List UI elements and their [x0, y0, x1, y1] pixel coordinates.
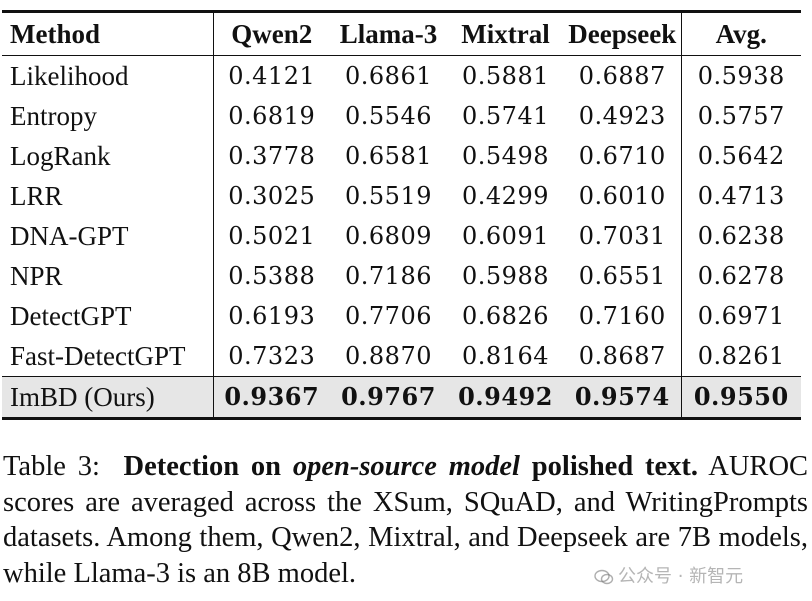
- score-cell: 0.7160: [578, 302, 666, 330]
- score-cell: 0.8261: [680, 336, 801, 377]
- caption-title-a: Detection on: [123, 451, 281, 482]
- score-cell: 0.5938: [680, 55, 801, 96]
- method-cell: Likelihood: [10, 61, 129, 91]
- caption-title-emph: open-source model: [292, 451, 520, 482]
- score-cell: 0.6193: [212, 296, 330, 336]
- method-cell: DetectGPT: [10, 301, 132, 331]
- table-row: DNA-GPT 0.5021 0.6809 0.6091 0.7031 0.6238: [2, 216, 801, 256]
- score-cell: 0.4121: [212, 55, 330, 96]
- score-cell: 0.5741: [462, 102, 549, 130]
- method-cell: Fast-DetectGPT: [10, 341, 186, 371]
- wechat-icon: [594, 569, 614, 585]
- score-cell: 0.5021: [212, 216, 330, 256]
- column-header: Qwen2: [212, 11, 330, 56]
- column-header: Method: [10, 19, 100, 49]
- table-row: Likelihood 0.4121 0.6861 0.5881 0.6887 0.5938: [2, 55, 801, 96]
- score-cell: 0.6826: [462, 302, 549, 330]
- score-cell: 0.6278: [680, 256, 801, 296]
- score-cell: 0.4299: [462, 182, 549, 210]
- method-cell: LogRank: [10, 141, 111, 171]
- table-row: ImBD (Ours) 0.9367 0.9767 0.9492 0.9574 0.955…: [2, 376, 801, 419]
- score-cell: 0.5388: [212, 256, 330, 296]
- caption-body: AUROC scores are averaged across the XSu…: [3, 451, 809, 589]
- score-cell: 0.8687: [578, 342, 666, 370]
- score-cell: 0.9574: [574, 382, 670, 411]
- score-cell: 0.6819: [212, 96, 330, 136]
- score-cell: 0.6551: [578, 262, 666, 290]
- score-cell: 0.8164: [462, 342, 549, 370]
- score-cell: 0.4923: [578, 102, 666, 130]
- score-cell: 0.6091: [462, 222, 549, 250]
- score-cell: 0.6861: [345, 62, 432, 90]
- method-cell: ImBD (Ours): [10, 382, 155, 412]
- method-cell: NPR: [10, 261, 63, 291]
- watermark-text: 公众号 · 新智元: [618, 566, 744, 587]
- score-cell: 0.9767: [341, 382, 436, 411]
- score-cell: 0.6971: [680, 296, 801, 336]
- score-cell: 0.9550: [680, 376, 801, 419]
- table-row: LRR 0.3025 0.5519 0.4299 0.6010 0.4713: [2, 176, 801, 216]
- column-header: Avg.: [680, 11, 801, 56]
- method-cell: DNA-GPT: [10, 221, 129, 251]
- watermark: 公众号 · 新智元: [594, 562, 743, 588]
- results-table-container: Method Qwen2 Llama-3 Mixtral Deepseek Av…: [2, 10, 801, 420]
- table-row: NPR 0.5388 0.7186 0.5988 0.6551 0.6278: [2, 256, 801, 296]
- score-cell: 0.6887: [578, 62, 666, 90]
- score-cell: 0.9367: [212, 376, 330, 419]
- column-header: Deepseek: [568, 19, 677, 49]
- score-cell: 0.5881: [462, 62, 549, 90]
- score-cell: 0.5988: [462, 262, 549, 290]
- score-cell: 0.8870: [345, 342, 432, 370]
- score-cell: 0.6710: [578, 142, 666, 170]
- method-cell: Entropy: [10, 101, 97, 131]
- table-header-row: Method Qwen2 Llama-3 Mixtral Deepseek Av…: [2, 11, 801, 56]
- table-row: Entropy 0.6819 0.5546 0.5741 0.4923 0.5757: [2, 96, 801, 136]
- table-row: Fast-DetectGPT 0.7323 0.8870 0.8164 0.8687 0.…: [2, 336, 801, 377]
- table-row: LogRank 0.3778 0.6581 0.5498 0.6710 0.5642: [2, 136, 801, 176]
- column-header: Mixtral: [461, 19, 550, 49]
- caption-label: Table 3:: [3, 451, 100, 482]
- score-cell: 0.5642: [680, 136, 801, 176]
- score-cell: 0.7706: [345, 302, 432, 330]
- score-cell: 0.7186: [345, 262, 432, 290]
- score-cell: 0.3025: [212, 176, 330, 216]
- score-cell: 0.7323: [212, 336, 330, 377]
- score-cell: 0.5519: [345, 182, 432, 210]
- score-cell: 0.5546: [345, 102, 432, 130]
- table-row: DetectGPT 0.6193 0.7706 0.6826 0.7160 0.6971: [2, 296, 801, 336]
- results-table: Method Qwen2 Llama-3 Mixtral Deepseek Av…: [2, 10, 801, 420]
- score-cell: 0.5498: [462, 142, 549, 170]
- score-cell: 0.6809: [345, 222, 432, 250]
- method-cell: LRR: [10, 181, 63, 211]
- table-caption: Table 3: Detection on open-source model …: [3, 449, 808, 591]
- caption-title-b: polished text.: [531, 451, 699, 482]
- score-cell: 0.7031: [578, 222, 666, 250]
- score-cell: 0.3778: [212, 136, 330, 176]
- score-cell: 0.6010: [578, 182, 666, 210]
- score-cell: 0.4713: [680, 176, 801, 216]
- score-cell: 0.5757: [680, 96, 801, 136]
- score-cell: 0.6581: [345, 142, 432, 170]
- score-cell: 0.6238: [680, 216, 801, 256]
- score-cell: 0.9492: [458, 382, 553, 411]
- column-header: Llama-3: [339, 19, 438, 49]
